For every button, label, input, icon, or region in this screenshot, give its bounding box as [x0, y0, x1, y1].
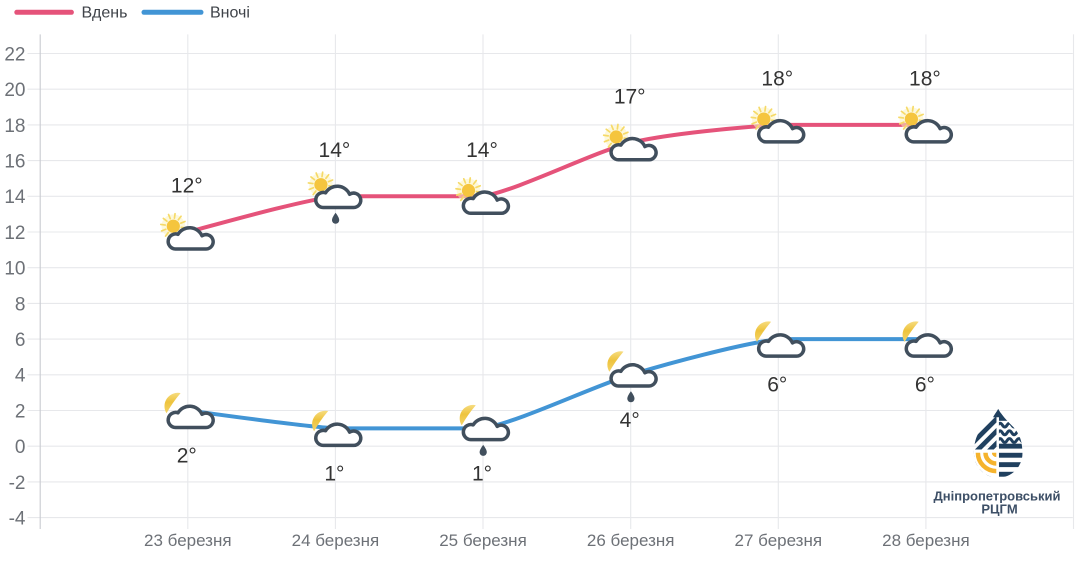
- svg-text:18°: 18°: [909, 68, 941, 91]
- svg-text:8: 8: [15, 294, 26, 315]
- svg-text:18: 18: [4, 116, 25, 137]
- svg-text:12°: 12°: [171, 175, 203, 198]
- svg-text:4°: 4°: [620, 409, 640, 432]
- svg-text:14°: 14°: [319, 139, 351, 162]
- svg-text:2: 2: [15, 401, 26, 422]
- svg-text:1°: 1°: [472, 463, 492, 486]
- svg-text:28 березня: 28 березня: [882, 531, 970, 550]
- svg-text:1°: 1°: [324, 463, 344, 486]
- svg-text:-4: -4: [9, 509, 26, 530]
- svg-text:6°: 6°: [915, 373, 935, 396]
- svg-text:Вдень: Вдень: [82, 5, 128, 22]
- svg-text:24 березня: 24 березня: [292, 531, 380, 550]
- svg-text:14: 14: [4, 187, 26, 208]
- svg-text:12: 12: [4, 223, 25, 244]
- svg-text:27 березня: 27 березня: [735, 531, 823, 550]
- svg-text:22: 22: [4, 44, 25, 65]
- svg-text:6°: 6°: [767, 373, 787, 396]
- svg-text:Дніпропетровський: Дніпропетровський: [934, 489, 1061, 504]
- svg-text:17°: 17°: [614, 86, 646, 109]
- svg-text:18°: 18°: [761, 68, 793, 91]
- svg-text:0: 0: [15, 437, 26, 458]
- svg-text:2°: 2°: [177, 445, 197, 468]
- svg-text:23 березня: 23 березня: [144, 531, 232, 550]
- svg-text:РЦГМ: РЦГМ: [981, 502, 1017, 517]
- svg-text:6: 6: [15, 330, 26, 351]
- svg-text:26 березня: 26 березня: [587, 531, 675, 550]
- svg-text:16: 16: [4, 152, 25, 173]
- svg-text:-2: -2: [9, 473, 26, 494]
- svg-text:4: 4: [15, 366, 26, 387]
- svg-text:20: 20: [4, 80, 25, 101]
- svg-text:Вночі: Вночі: [210, 5, 250, 22]
- svg-text:14°: 14°: [466, 139, 498, 162]
- svg-text:10: 10: [4, 259, 25, 280]
- svg-text:25 березня: 25 березня: [439, 531, 527, 550]
